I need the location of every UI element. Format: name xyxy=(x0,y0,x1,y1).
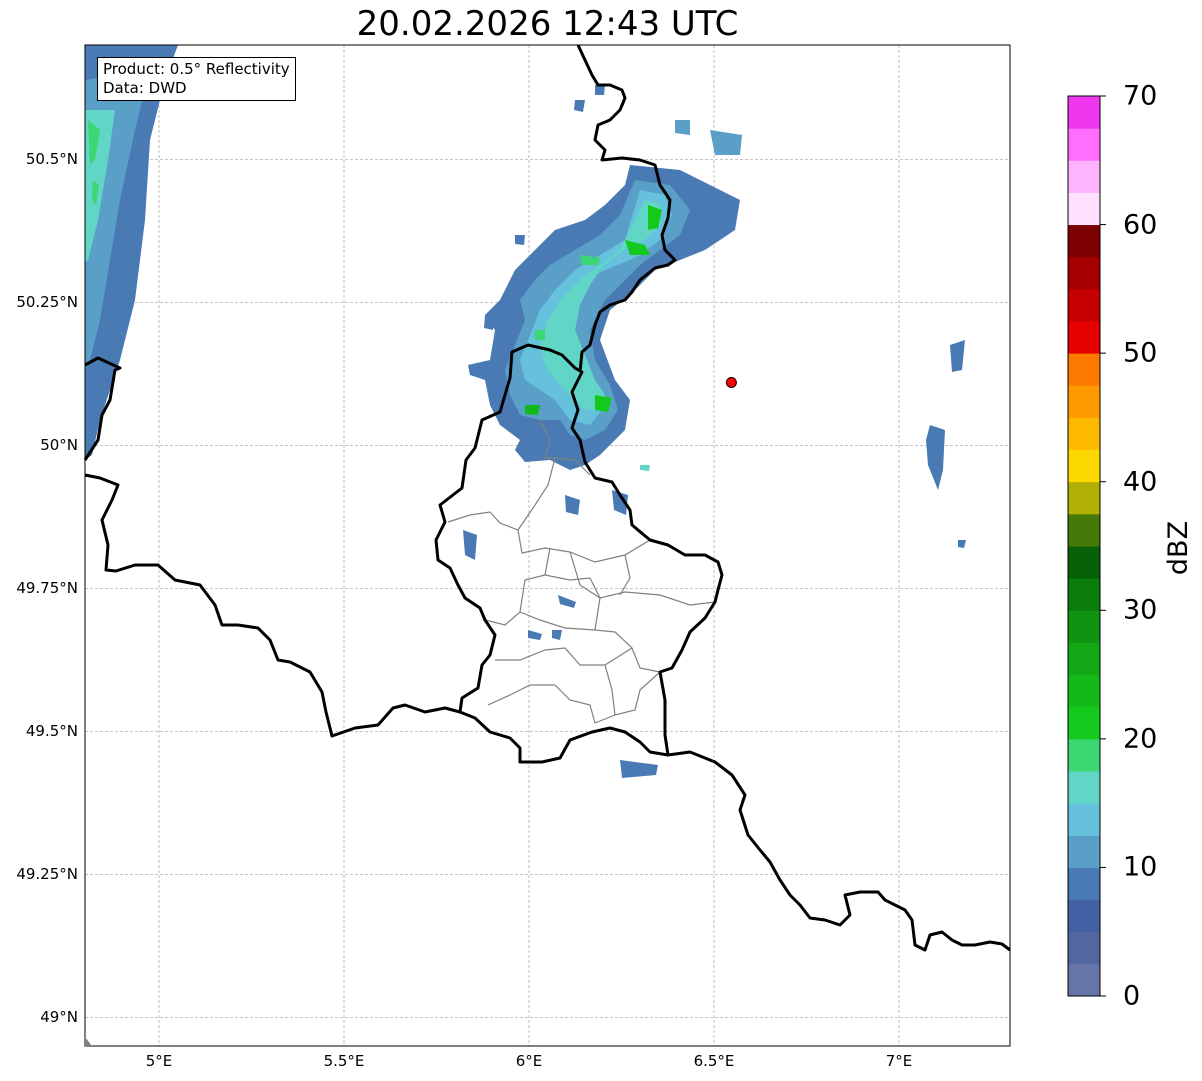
colorbar-segment xyxy=(1068,192,1100,226)
colorbar-segment xyxy=(1068,738,1100,772)
map-title: 20.02.2026 12:43 UTC xyxy=(356,4,739,44)
corner-echo xyxy=(85,1037,92,1046)
colorbar-tick-label: 70 xyxy=(1123,80,1158,112)
lon-tick-label: 5°E xyxy=(145,1052,173,1070)
colorbar xyxy=(1067,95,1106,997)
colorbar-frame xyxy=(1067,95,1101,997)
colorbar-segment xyxy=(1068,546,1100,579)
colorbar-segment xyxy=(1068,899,1100,933)
colorbar-tick-label: 0 xyxy=(1123,980,1141,1012)
colorbar-segment xyxy=(1068,160,1100,193)
colorbar-tick-label: 30 xyxy=(1123,594,1158,626)
product-label: Product: 0.5° Reflectivity xyxy=(103,60,290,78)
colorbar-segment xyxy=(1068,288,1100,322)
lat-tick-label: 49.5°N xyxy=(25,722,78,741)
country-borders xyxy=(83,44,1011,952)
colorbar-segment xyxy=(1068,771,1100,804)
lon-tick-label: 7°E xyxy=(885,1052,913,1070)
colorbar-segment xyxy=(1068,449,1100,483)
colorbar-segment xyxy=(1068,128,1100,161)
colorbar-segment xyxy=(1068,385,1100,418)
data-source-label: Data: DWD xyxy=(103,79,187,97)
colorbar-segment xyxy=(1068,835,1100,868)
colorbar-tick-label: 40 xyxy=(1123,466,1158,498)
colorbar-segment xyxy=(1068,513,1100,547)
colorbar-segment xyxy=(1068,674,1100,708)
radar-echo-main-band xyxy=(468,165,740,470)
lat-tick-label: 49.25°N xyxy=(16,865,78,884)
lat-tick-label: 49.75°N xyxy=(16,579,78,598)
lat-tick-label: 50.5°N xyxy=(25,150,78,169)
colorbar-segment xyxy=(1068,96,1100,129)
colorbar-segment xyxy=(1068,642,1100,676)
lon-tick-label: 6.5°E xyxy=(693,1052,735,1070)
colorbar-segment xyxy=(1068,353,1100,386)
colorbar-segment xyxy=(1068,578,1100,611)
radar-echo-scattered xyxy=(463,85,966,778)
colorbar-segment xyxy=(1068,963,1100,997)
lat-tick-label: 50.25°N xyxy=(16,293,78,312)
colorbar-tick-label: 20 xyxy=(1123,723,1158,755)
lat-tick-label: 49°N xyxy=(40,1008,78,1027)
colorbar-segment xyxy=(1068,867,1100,901)
colorbar-tick-label: 60 xyxy=(1123,209,1158,241)
colorbar-tick-label: 10 xyxy=(1123,851,1158,883)
colorbar-tick-label: 50 xyxy=(1123,337,1158,369)
colorbar-segment xyxy=(1068,224,1100,258)
colorbar-segment xyxy=(1068,610,1100,643)
colorbar-segment xyxy=(1068,931,1100,965)
lat-tick-label: 50°N xyxy=(40,436,78,455)
lon-tick-label: 6°E xyxy=(515,1052,543,1070)
radar-site-marker xyxy=(725,376,737,388)
colorbar-segment xyxy=(1068,803,1100,836)
internal-borders xyxy=(447,419,716,724)
colorbar-segment xyxy=(1068,417,1100,451)
radar-echo-west-edge xyxy=(85,45,178,460)
map-frame xyxy=(85,45,1010,1046)
colorbar-segment xyxy=(1068,481,1100,515)
colorbar-unit-label: dBZ xyxy=(1163,520,1194,576)
product-info-box: Product: 0.5° Reflectivity Data: DWD xyxy=(97,57,296,101)
colorbar-segment xyxy=(1068,256,1100,290)
colorbar-segment xyxy=(1068,706,1100,740)
colorbar-segment xyxy=(1068,321,1100,354)
lon-tick-label: 5.5°E xyxy=(323,1052,365,1070)
map-axes-border xyxy=(84,44,1011,1047)
